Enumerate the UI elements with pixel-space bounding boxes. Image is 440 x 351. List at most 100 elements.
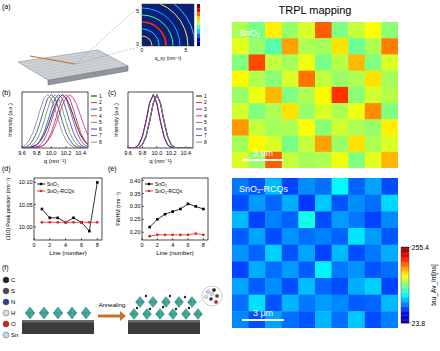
trpl-map: SnO₂-RCQs3 μm [232,178,398,328]
map-cell [332,211,349,228]
map-cell [249,54,266,71]
scale-bar-label: 3 μm [253,308,273,318]
map-cell [298,228,315,245]
atom-swatch [3,288,9,294]
data-point [164,233,167,236]
map-cell [332,119,349,136]
octahedron-edge [149,302,158,303]
panel-label: (e) [108,165,117,173]
x-tick-label: 6 [187,242,190,248]
map-cell [315,71,332,88]
map-cell [365,71,382,88]
map-cell [282,38,299,55]
scale-bar [242,159,284,161]
inset-atom [212,288,216,292]
plot-frame [34,178,102,240]
map-cell [298,178,315,195]
octahedron [67,307,77,319]
octahedron-edge [130,314,139,315]
map-cell [381,278,398,295]
y-tick-label: 10.00 [19,224,33,230]
series-line [128,95,193,148]
map-cell [348,245,365,262]
map-cell [265,245,282,262]
map-cell [332,54,349,71]
scatter-cone [75,4,142,64]
legend-swatch [196,129,202,130]
colorbar: 23.8255.4tau_Av_Int[ns] [401,244,438,327]
atom-label: S [11,288,15,294]
map-cell [265,261,282,278]
quantum-dot [169,295,171,297]
map-cell [348,136,365,153]
map-cell [298,22,315,39]
map-cell [265,71,282,88]
data-point [72,221,75,224]
image-scale-step [197,42,200,46]
map-cell [348,295,365,312]
inset-atom [209,297,213,301]
octahedron-edge [53,313,63,314]
colorbar-tick-label: 23.8 [412,320,426,327]
diffraction-ring [142,15,173,46]
inset-atom [215,294,219,298]
data-point [194,205,197,208]
map-cell [348,87,365,104]
map-cell [249,245,266,262]
octahedron-edge [39,313,49,314]
trpl-map: SnO₂3 μm [232,22,398,168]
data-point [41,221,44,224]
map-cell [315,152,332,168]
map-cell [381,211,398,228]
y-tick-label: 10.05 [19,202,33,208]
legend: 12345678 [196,93,207,145]
map-cell [348,311,365,328]
octahedron-edge [156,314,165,315]
y-tick-label: 0.35 [130,191,141,197]
image-scale-step [197,4,200,8]
x-tick-label: 0 [32,242,35,248]
legend-swatch [91,129,97,130]
image-scale-step [197,25,200,29]
slab-line [41,62,121,76]
x-tick-label: 8 [202,242,205,248]
series-line [22,95,88,148]
map-cell [348,195,365,212]
y-tick-label: 10.10 [19,179,33,185]
image-scale-step [197,12,200,16]
chart: (d)0246810.0010.0510.10Line (number)(110… [2,165,102,256]
map-cell [381,295,398,312]
y-axis-label: (110) Peak position (nm⁻¹) [5,178,11,240]
image-scale-step [197,33,200,37]
data-point [48,221,51,224]
map-cell [282,228,299,245]
data-point [80,221,83,224]
map-cell [298,195,315,212]
legend-swatch [91,109,97,110]
map-cell [365,245,382,262]
y-tick-label: 0.25 [130,216,141,222]
panel-label: (d) [2,165,11,173]
x-tick-label: 9.6 [18,150,26,156]
atom-swatch [3,332,9,338]
map-cell [332,261,349,278]
colorbar-label: tau_Av_Int[ns] [430,264,438,306]
octahedron [149,297,158,308]
legend: SnO₂SnO₂-RCQs [37,181,75,194]
data-point [56,221,59,224]
map-cell [298,71,315,88]
octahedron-edge [166,297,167,308]
x-tick-label: 10.0 [46,150,57,156]
image-tick-label: 5 [136,8,139,14]
series-line [128,95,193,148]
map-cell [232,54,249,71]
y-tick-label: 0.30 [130,203,141,209]
map-cell [381,54,398,71]
map-cell [348,22,365,39]
legend-label: 1 [204,93,207,99]
octahedron [39,307,49,319]
atom-label: Sn [11,332,18,338]
map-cell [298,311,315,328]
substrate [128,322,200,334]
map-cell [332,245,349,262]
